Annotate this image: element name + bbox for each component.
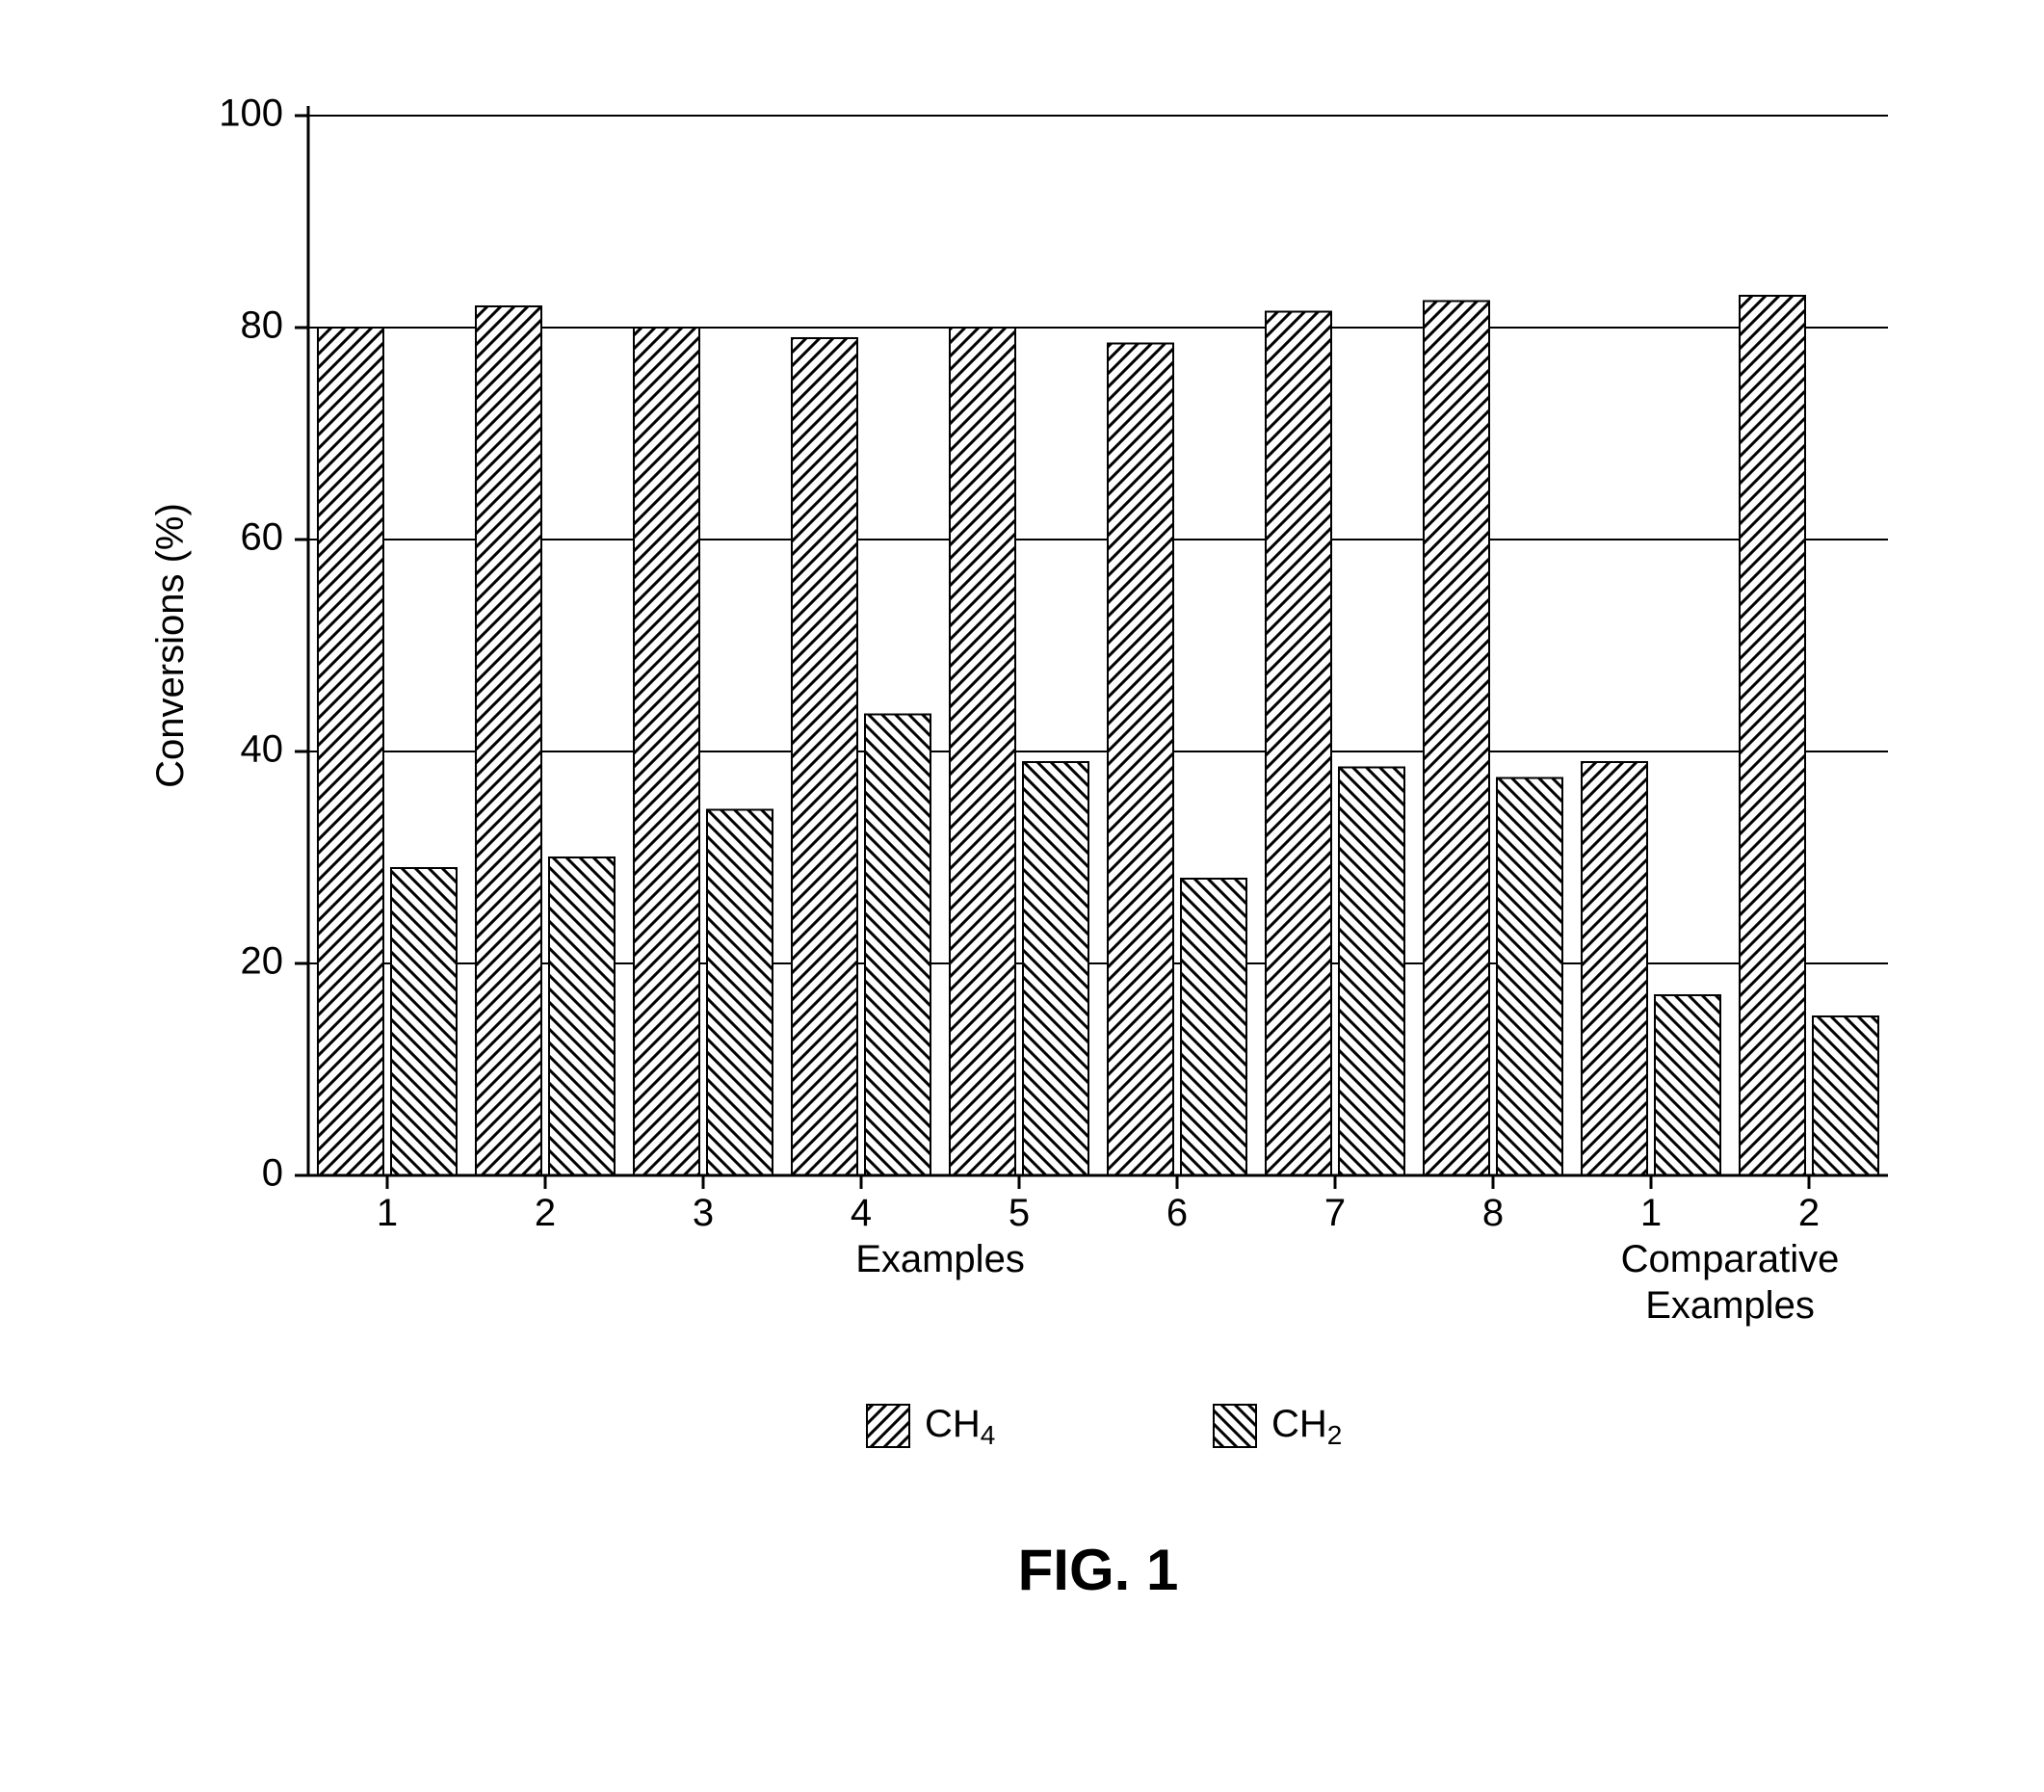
legend-swatch-ch2: [1214, 1405, 1256, 1447]
bar-ch4: [318, 328, 383, 1175]
x-tick-label: 5: [1009, 1192, 1030, 1234]
x-tick-label: 2: [535, 1192, 556, 1234]
x-tick-label: 4: [851, 1192, 872, 1234]
x-tick-label: 6: [1166, 1192, 1188, 1234]
bar-ch2: [1023, 762, 1088, 1175]
figure-caption: FIG. 1: [1018, 1538, 1179, 1602]
bar-ch2: [1339, 768, 1404, 1176]
bar-ch2: [549, 857, 615, 1175]
legend-swatch-ch4: [867, 1405, 909, 1447]
y-tick-label: 40: [241, 728, 284, 771]
bar-ch2: [1813, 1016, 1878, 1175]
legend-label-ch2: CH2: [1271, 1403, 1342, 1451]
bar-ch4: [1740, 296, 1805, 1175]
group-label-comparative: ComparativeExamples: [1621, 1238, 1840, 1327]
chart-container: 0 20 40 60 80 100 1 2 3 4 5 6 7 8 1 2 Conversions (%) Exa…: [96, 77, 1948, 1522]
bar-ch4: [950, 328, 1015, 1175]
y-tick-label: 0: [262, 1152, 283, 1195]
bar-ch2: [707, 810, 773, 1176]
x-tick-label: 7: [1324, 1192, 1346, 1234]
y-tick-label: 60: [241, 516, 284, 559]
bar-ch2: [1497, 778, 1562, 1176]
page: 0 20 40 60 80 100 1 2 3 4 5 6 7 8 1 2 Conversions (%) Exa…: [0, 0, 2044, 1792]
bar-ch2: [1655, 995, 1720, 1175]
plot-area: 0 20 40 60 80 100 1 2 3 4 5 6 7 8 1 2 Conversions (%) Exa…: [149, 92, 1888, 1602]
bar-ch4: [792, 338, 857, 1175]
bar-ch4: [1266, 312, 1331, 1176]
bar-ch4: [1424, 302, 1489, 1176]
y-tick-label: 20: [241, 940, 284, 983]
bar-ch2: [1181, 879, 1246, 1175]
group-label-examples: Examples: [855, 1238, 1025, 1280]
y-tick-label: 80: [241, 304, 284, 347]
bar-ch4: [634, 328, 699, 1175]
y-axis-label: Conversions (%): [149, 503, 192, 788]
bar-ch4: [1582, 762, 1647, 1175]
x-tick-label: 8: [1482, 1192, 1504, 1234]
bar-ch2: [391, 868, 457, 1175]
y-tick-label: 100: [219, 92, 283, 135]
bar-ch4: [476, 306, 541, 1175]
conversion-bar-chart: 0 20 40 60 80 100 1 2 3 4 5 6 7 8 1 2 Conversions (%) Exa…: [96, 77, 1948, 1715]
bar-ch2: [865, 715, 930, 1176]
x-tick-label: 1: [1640, 1192, 1662, 1234]
x-tick-label: 2: [1798, 1192, 1820, 1234]
legend-label-ch4: CH4: [925, 1403, 995, 1451]
bar-ch4: [1108, 344, 1173, 1176]
x-tick-label: 3: [693, 1192, 714, 1234]
x-tick-label: 1: [377, 1192, 398, 1234]
